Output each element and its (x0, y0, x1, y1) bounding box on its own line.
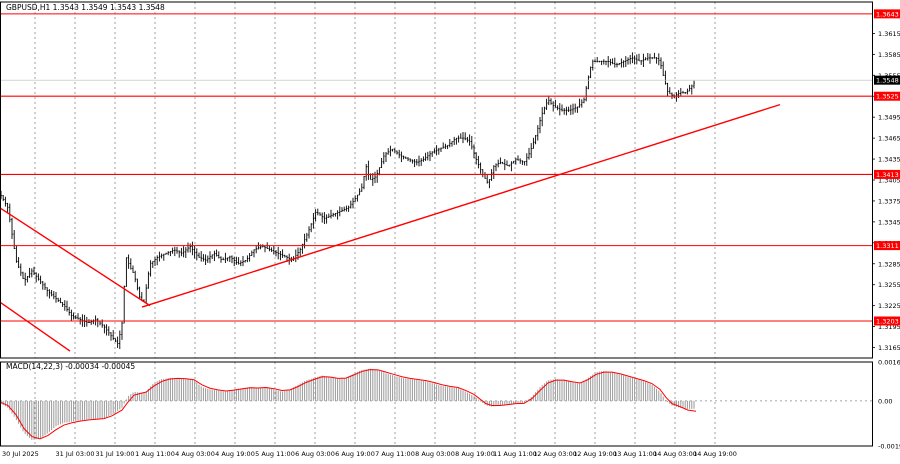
x-tick-label: 12 Aug 03:00 (533, 450, 577, 458)
macd-tick-label: 0.00169 (878, 359, 900, 367)
x-tick-label: 12 Aug 19:00 (573, 450, 617, 458)
level-label: 1.3203 (876, 318, 899, 326)
x-tick-label: 6 Aug 03:00 (295, 450, 335, 458)
y-tick-label: 1.3615 (878, 30, 900, 38)
x-tick-label: 30 Jul 2025 (2, 450, 39, 458)
x-tick-label: 4 Aug 19:00 (215, 450, 255, 458)
level-label: 1.3643 (876, 10, 899, 18)
macd-tick-label: 0.00 (878, 397, 892, 405)
x-tick-label: 5 Aug 11:00 (255, 450, 295, 458)
x-tick-label: 31 Jul 19:00 (96, 450, 135, 458)
y-tick-label: 1.3495 (878, 114, 900, 122)
level-label: 1.3525 (876, 93, 899, 101)
y-tick-label: 1.3435 (878, 156, 900, 164)
y-tick-label: 1.3375 (878, 197, 900, 205)
y-tick-label: 1.3345 (878, 218, 900, 226)
x-tick-label: 1 Aug 11:00 (135, 450, 175, 458)
x-tick-label: 4 Aug 03:00 (175, 450, 215, 458)
x-tick-label: 8 Aug 03:00 (415, 450, 455, 458)
y-tick-label: 1.3225 (878, 302, 900, 310)
x-tick-label: 14 Aug 19:00 (693, 450, 737, 458)
y-tick-label: 1.3585 (878, 51, 900, 59)
y-tick-label: 1.3165 (878, 344, 900, 352)
y-tick-label: 1.3285 (878, 260, 900, 268)
macd-tick-label: -0.00196 (878, 443, 900, 451)
x-tick-label: 31 Jul 03:00 (56, 450, 95, 458)
y-tick-label: 1.3255 (878, 281, 900, 289)
x-tick-label: 6 Aug 19:00 (335, 450, 375, 458)
x-tick-label: 11 Aug 11:00 (493, 450, 537, 458)
level-label: 1.3311 (876, 242, 899, 250)
price-chart-title: GBPUSD,H1 1.3543 1.3549 1.3543 1.3548 (6, 3, 165, 12)
x-tick-label: 14 Aug 03:00 (653, 450, 697, 458)
y-tick-label: 1.3465 (878, 135, 900, 143)
macd-title: MACD(14,22,3) -0.00034 -0.00045 (6, 362, 135, 371)
x-tick-label: 7 Aug 11:00 (375, 450, 415, 458)
level-label: 1.3413 (876, 171, 899, 179)
current-price-label: 1.3548 (876, 77, 899, 85)
x-tick-label: 8 Aug 19:00 (455, 450, 495, 458)
x-tick-label: 13 Aug 11:00 (613, 450, 657, 458)
